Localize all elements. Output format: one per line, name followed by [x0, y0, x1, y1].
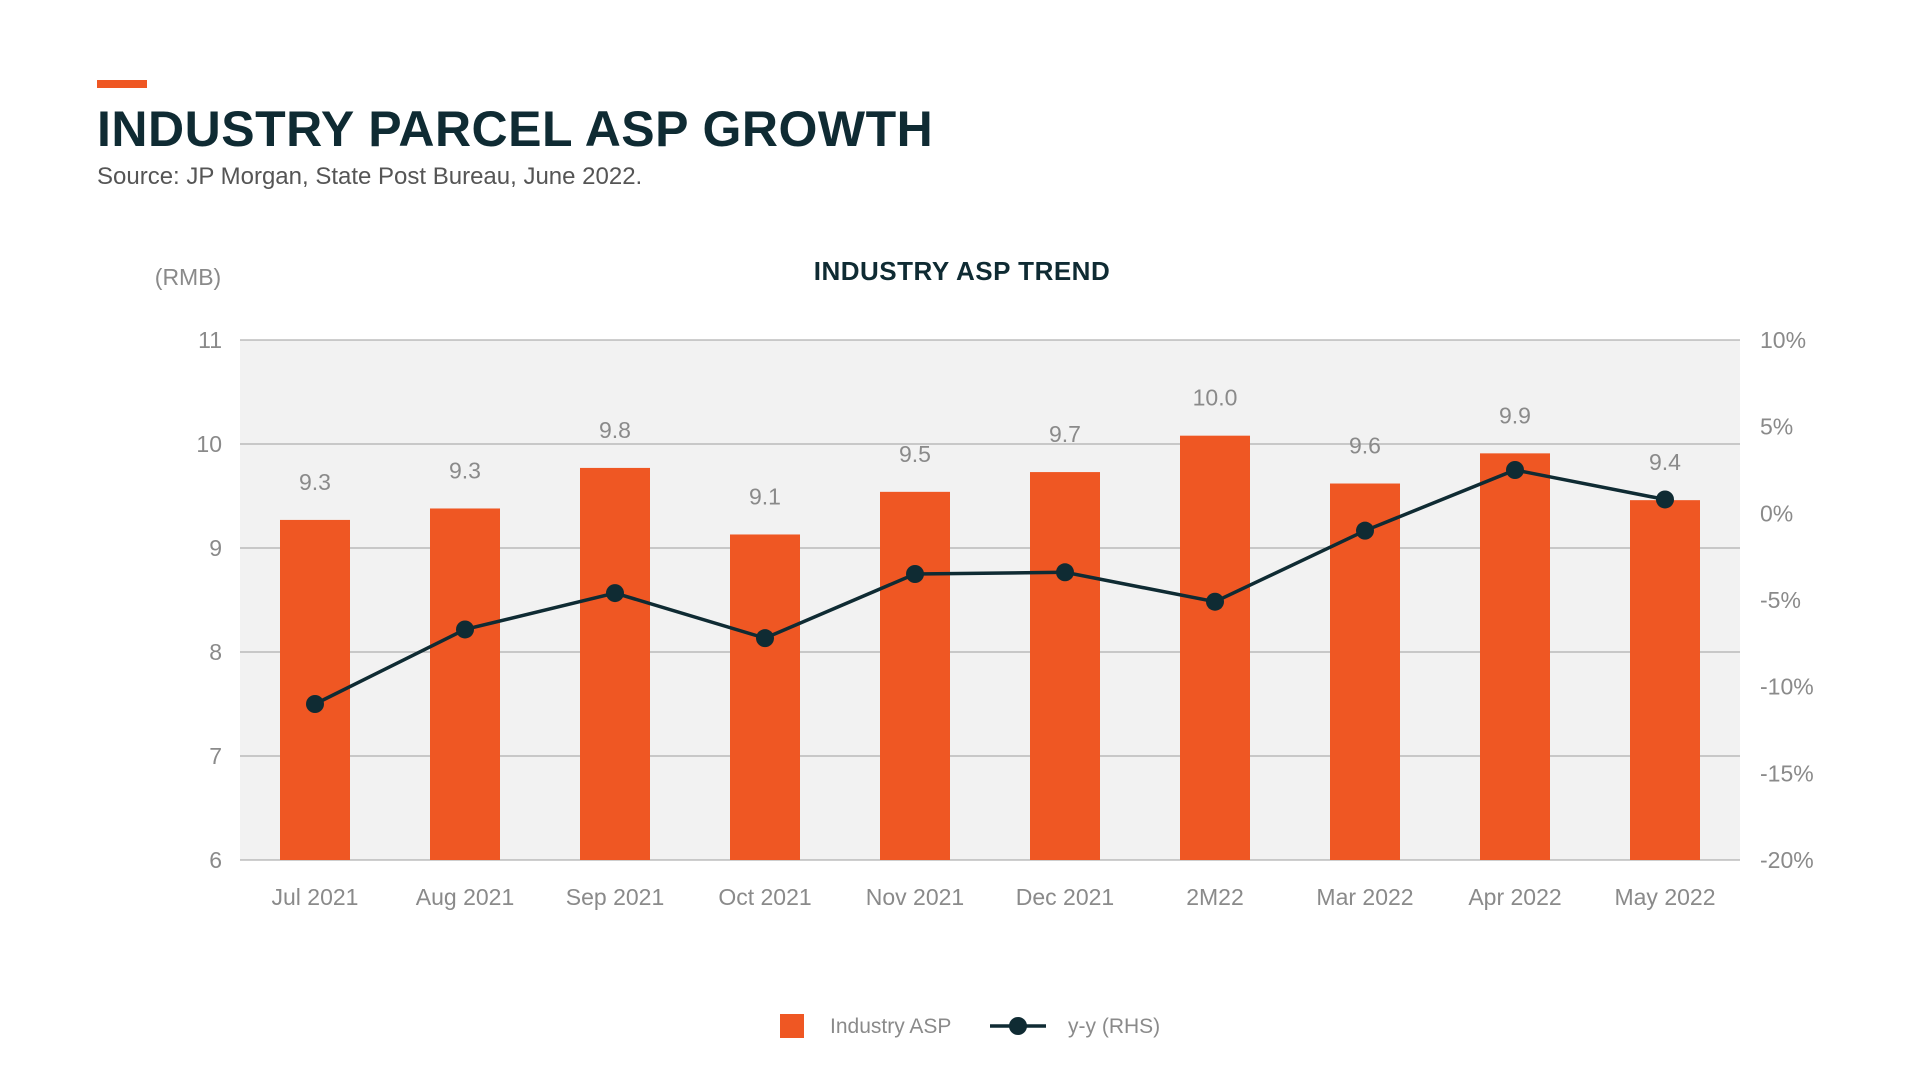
- bar-value-label: 9.4: [1649, 449, 1681, 475]
- yy-point: [456, 620, 474, 639]
- bar: [880, 491, 950, 860]
- x-tick-label: Jul 2021: [272, 884, 359, 910]
- left-tick-label: 8: [209, 639, 222, 665]
- x-tick-label: Oct 2021: [718, 884, 811, 910]
- bar: [1630, 500, 1700, 860]
- x-tick-label: 2M22: [1186, 884, 1244, 910]
- legend: Industry ASP y-y (RHS): [780, 1014, 1160, 1038]
- bar-value-label: 10.0: [1193, 385, 1238, 411]
- bar-value-label: 9.9: [1499, 402, 1531, 428]
- bar-value-label: 9.5: [899, 441, 931, 467]
- yy-point: [1656, 490, 1674, 509]
- x-axis-ticks: Jul 2021 Aug 2021 Sep 2021 Oct 2021 Nov 2021…: [272, 884, 1716, 910]
- legend-label-yy: y-y (RHS): [1068, 1015, 1160, 1038]
- right-tick-label: 10%: [1760, 327, 1806, 353]
- yy-point: [606, 584, 624, 603]
- right-tick-label: -10%: [1760, 674, 1814, 700]
- x-tick-label: Aug 2021: [416, 884, 514, 910]
- chart-title: INDUSTRY ASP TREND: [814, 256, 1111, 286]
- legend-swatch-industry-asp: [780, 1014, 804, 1038]
- left-tick-label: 9: [209, 535, 222, 561]
- bar-data-labels: 9.3 9.3 9.8 9.1 9.5 9.7 10.0 9.6 9.9 9.4: [299, 385, 1681, 510]
- x-tick-label: May 2022: [1614, 884, 1715, 910]
- bar-series: [280, 435, 1700, 860]
- bar: [730, 534, 800, 860]
- x-tick-label: Nov 2021: [866, 884, 964, 910]
- left-tick-label: 6: [209, 847, 222, 873]
- left-tick-label: 10: [196, 431, 222, 457]
- yy-point: [1056, 563, 1074, 582]
- x-tick-label: Dec 2021: [1016, 884, 1114, 910]
- bar: [580, 467, 650, 860]
- x-tick-label: Apr 2022: [1468, 884, 1561, 910]
- line-series: [306, 461, 1674, 713]
- left-axis-ticks: 6 7 8 9 10 11: [196, 327, 222, 873]
- right-tick-label: -5%: [1760, 587, 1801, 613]
- left-tick-label: 11: [198, 327, 222, 353]
- yy-point: [906, 565, 924, 583]
- yy-point: [1206, 592, 1224, 611]
- bar-value-label: 9.3: [449, 457, 481, 483]
- title-accent-bar: [97, 80, 147, 88]
- yy-line: [314, 468, 1666, 706]
- bar: [1030, 472, 1100, 860]
- yy-point: [756, 629, 774, 648]
- bar: [430, 508, 500, 860]
- bar: [1330, 483, 1400, 860]
- right-tick-label: 5%: [1760, 414, 1793, 440]
- legend-label-industry-asp: Industry ASP: [830, 1015, 951, 1038]
- yy-point: [1356, 521, 1374, 540]
- yy-point: [1506, 461, 1524, 479]
- x-tick-label: Mar 2022: [1316, 884, 1413, 910]
- bar: [1480, 453, 1550, 860]
- right-tick-label: 0%: [1760, 500, 1793, 526]
- bar-value-label: 9.3: [299, 469, 331, 495]
- right-axis-ticks: -20% -15% -10% -5% 0% 5% 10%: [1760, 327, 1814, 873]
- source-note: Source: JP Morgan, State Post Bureau, Ju…: [97, 163, 643, 190]
- yy-point: [306, 695, 324, 713]
- bar: [280, 519, 350, 860]
- bar-value-label: 9.6: [1349, 433, 1381, 459]
- x-tick-label: Sep 2021: [566, 884, 664, 910]
- right-tick-label: -20%: [1760, 847, 1814, 873]
- legend-marker-yy: [1009, 1017, 1027, 1035]
- page-title: INDUSTRY PARCEL ASP GROWTH: [97, 101, 934, 157]
- y-axis-unit-label: (RMB): [155, 264, 221, 290]
- bar-value-label: 9.1: [749, 483, 781, 509]
- left-tick-label: 7: [209, 743, 222, 769]
- bar-value-label: 9.7: [1049, 421, 1081, 447]
- right-tick-label: -15%: [1760, 760, 1814, 786]
- bar-value-label: 9.8: [599, 417, 631, 443]
- bar: [1180, 435, 1250, 860]
